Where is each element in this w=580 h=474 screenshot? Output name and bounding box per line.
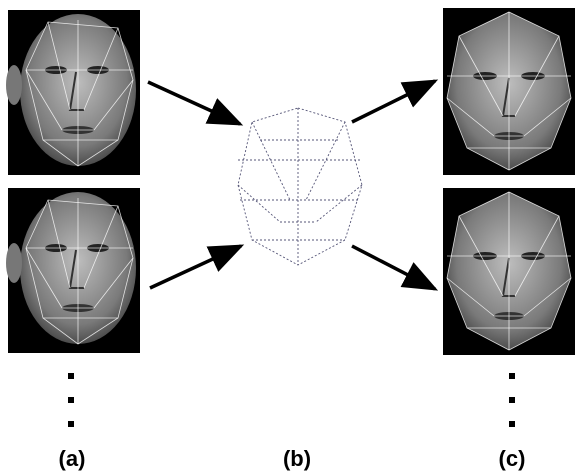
panel-label: (b) bbox=[283, 446, 311, 471]
panel-label: (c) bbox=[499, 446, 526, 471]
face-image bbox=[443, 188, 575, 355]
panel-label: (a) bbox=[59, 446, 86, 471]
arrows bbox=[148, 81, 435, 289]
figure: (a) (b) (c) bbox=[0, 0, 580, 474]
face-image bbox=[443, 8, 575, 175]
face-image bbox=[6, 10, 140, 175]
mesh bbox=[238, 108, 362, 265]
ellipsis bbox=[68, 373, 515, 427]
face-image bbox=[6, 188, 140, 353]
